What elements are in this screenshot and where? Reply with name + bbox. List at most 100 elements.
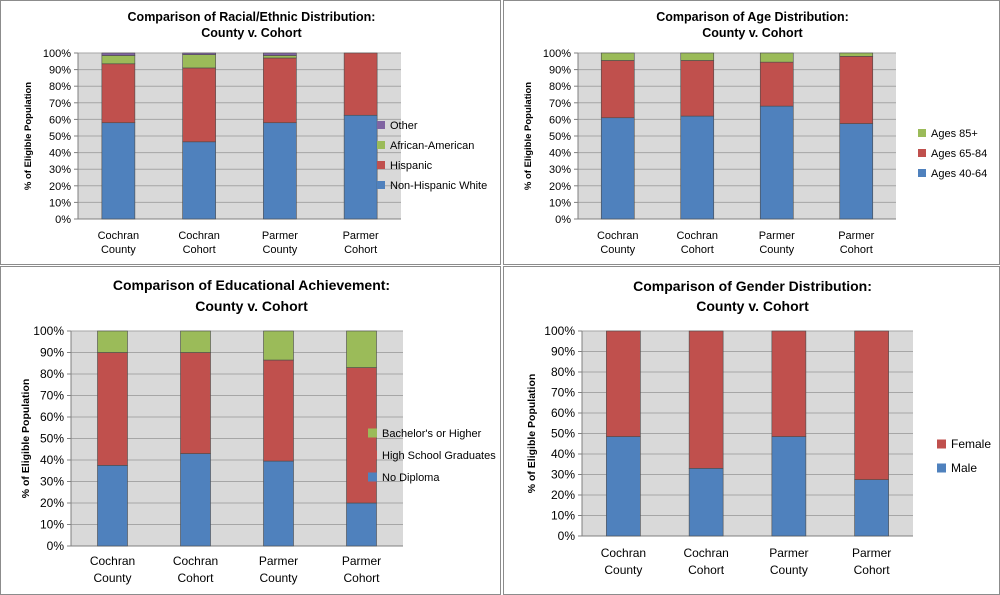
- bar-segment-no-diploma: [97, 465, 128, 547]
- y-tick-label: 100%: [33, 324, 64, 338]
- chart-subtitle: County v. Cohort: [696, 298, 809, 314]
- bar-segment-no-diploma: [263, 460, 294, 547]
- y-tick-label: 50%: [551, 427, 575, 441]
- y-tick-label: 10%: [551, 509, 575, 523]
- chart-title: Comparison of Gender Distribution:: [633, 278, 872, 294]
- bar-segment-hispanic: [101, 63, 136, 124]
- y-axis-label: % of Eligible Population: [523, 82, 534, 190]
- legend-label: Hispanic: [390, 160, 433, 172]
- y-tick-label: 80%: [49, 81, 71, 93]
- bar-segment-male: [771, 436, 807, 537]
- y-tick-label: 90%: [549, 65, 571, 77]
- legend-swatch-male: [937, 463, 946, 473]
- y-tick-label: 20%: [49, 181, 71, 193]
- x-category-label: Parmer: [838, 230, 874, 242]
- x-category-label: Cohort: [688, 563, 725, 577]
- bar-segment-african-american: [101, 55, 136, 65]
- chart-svg: Comparison of Age Distribution: County v.…: [523, 10, 987, 256]
- bar-segment-african-american: [182, 54, 216, 69]
- y-tick-label: 60%: [549, 114, 571, 126]
- y-tick-label: 70%: [49, 98, 71, 110]
- bar-segment-ages-40-64: [839, 123, 874, 220]
- legend-swatch-non-hispanic-white: [377, 181, 385, 189]
- y-tick-label: 70%: [40, 389, 64, 403]
- y-tick-label: 0%: [55, 214, 71, 226]
- y-tick-label: 90%: [49, 65, 71, 77]
- y-tick-label: 40%: [551, 447, 575, 461]
- x-category-label: Cochran: [90, 554, 135, 568]
- chart-svg: Comparison of Racial/Ethnic Distribution…: [23, 10, 487, 256]
- x-category-label: County: [93, 571, 131, 585]
- bar-segment-no-diploma: [180, 453, 211, 547]
- x-category-label: Cochran: [173, 554, 218, 568]
- x-category-label: Cochran: [601, 546, 646, 560]
- y-axis-label: % of Eligible Population: [526, 374, 538, 494]
- legend-label: Female: [951, 437, 991, 451]
- bar-segment-non-hispanic-white: [263, 122, 297, 220]
- x-category-label: Cohort: [681, 244, 714, 256]
- x-category-label: County: [604, 563, 642, 577]
- y-tick-label: 70%: [551, 386, 575, 400]
- bar-segment-non-hispanic-white: [182, 141, 216, 220]
- bar-segment-non-hispanic-white: [101, 122, 136, 220]
- legend-swatch-high-school-graduates: [368, 450, 377, 460]
- y-axis-label: % of Eligible Population: [20, 379, 32, 499]
- legend-label: Bachelor's or Higher: [382, 428, 482, 440]
- y-tick-label: 80%: [549, 81, 571, 93]
- y-tick-label: 40%: [549, 148, 571, 160]
- bar-segment-ages-40-64: [759, 105, 794, 220]
- bar-segment-ages-40-64: [600, 117, 635, 220]
- y-tick-label: 0%: [558, 529, 576, 543]
- chart-panel-education: Comparison of Educational Achievement: Co…: [0, 266, 501, 595]
- bar-segment-african-american: [263, 55, 297, 59]
- y-tick-label: 100%: [543, 48, 571, 60]
- legend-swatch-ages-40-64: [918, 169, 926, 177]
- bar-segment-bachelor-s-or-higher: [346, 330, 377, 368]
- x-category-label: Cohort: [177, 571, 214, 585]
- chart-svg: Comparison of Gender Distribution: County…: [526, 278, 991, 577]
- legend-swatch-other: [377, 121, 385, 129]
- chart-title: Comparison of Educational Achievement:: [113, 277, 390, 293]
- legend-label: Non-Hispanic White: [390, 180, 487, 192]
- legend-label: High School Graduates: [382, 450, 496, 462]
- bar-segment-ages-65-84: [839, 56, 874, 124]
- chart-panel-age: Comparison of Age Distribution: County v.…: [503, 0, 1000, 265]
- y-tick-label: 70%: [549, 98, 571, 110]
- legend-swatch-african-american: [377, 141, 385, 149]
- x-category-label: Cohort: [343, 571, 380, 585]
- bar-segment-ages-65-84: [680, 60, 715, 117]
- x-category-label: Parmer: [759, 230, 795, 242]
- x-category-label: Cohort: [840, 244, 873, 256]
- bar-segment-ages-85: [839, 52, 874, 57]
- x-category-label: Cohort: [854, 563, 891, 577]
- legend-swatch-bachelor-s-or-higher: [368, 428, 377, 438]
- legend-swatch-no-diploma: [368, 472, 377, 482]
- bar-segment-male: [854, 479, 889, 537]
- x-category-label: Parmer: [342, 554, 381, 568]
- x-category-label: Cochran: [683, 546, 728, 560]
- x-category-label: County: [259, 571, 297, 585]
- legend-label: Ages 40-64: [931, 168, 987, 180]
- x-category-label: Parmer: [852, 546, 891, 560]
- bar-segment-hispanic: [263, 57, 297, 124]
- bar-segment-bachelor-s-or-higher: [263, 330, 294, 361]
- legend-swatch-hispanic: [377, 161, 385, 169]
- bar-segment-other: [263, 52, 297, 56]
- bar-segment-female: [606, 330, 641, 437]
- x-category-label: County: [600, 244, 635, 256]
- x-category-label: Cochran: [98, 230, 140, 242]
- y-tick-label: 20%: [40, 496, 64, 510]
- y-tick-label: 60%: [551, 406, 575, 420]
- x-category-label: Cochran: [178, 230, 220, 242]
- legend-label: Male: [951, 461, 977, 475]
- y-tick-label: 20%: [549, 181, 571, 193]
- x-category-label: County: [262, 244, 297, 256]
- y-tick-label: 30%: [549, 164, 571, 176]
- y-tick-label: 40%: [49, 148, 71, 160]
- x-category-label: Cochran: [597, 230, 639, 242]
- bar-segment-high-school-graduates: [263, 359, 294, 462]
- legend-label: Ages 85+: [931, 128, 978, 140]
- x-category-label: Cohort: [183, 244, 216, 256]
- x-category-label: Parmer: [769, 546, 808, 560]
- y-tick-label: 10%: [49, 197, 71, 209]
